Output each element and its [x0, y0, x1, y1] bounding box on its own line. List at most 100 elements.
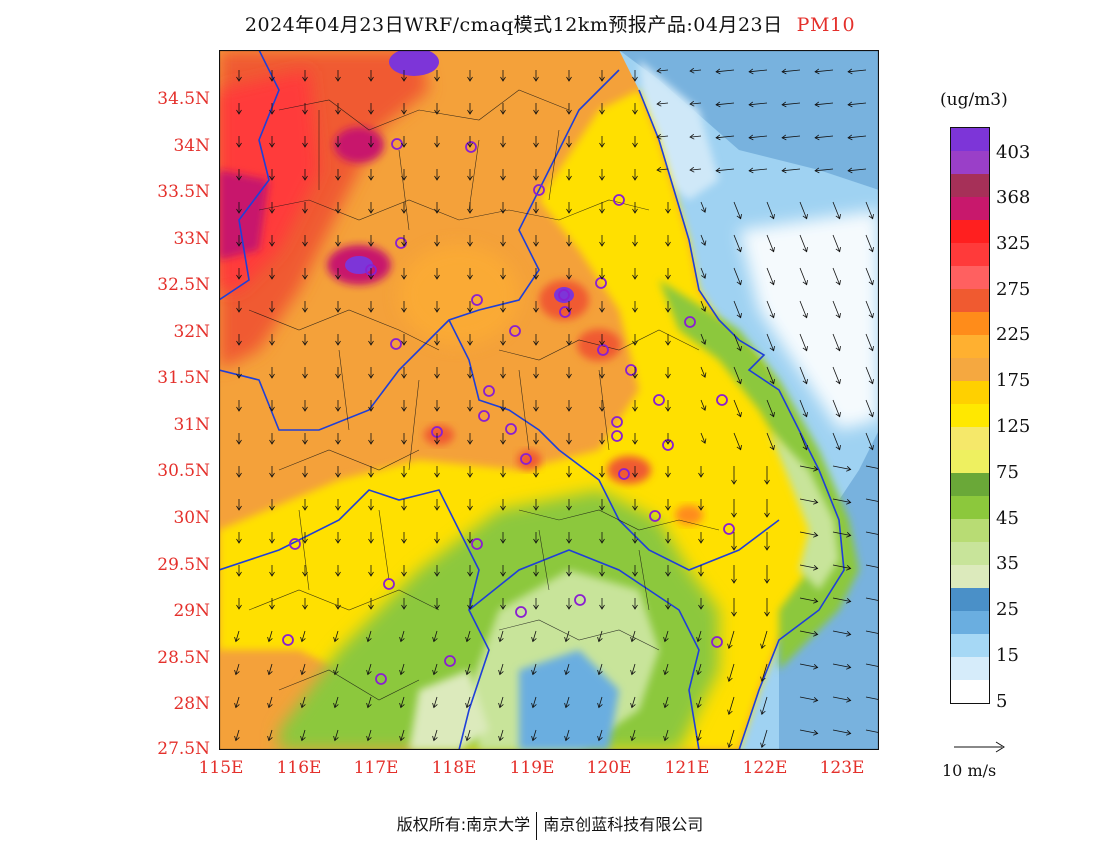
wind-arrow	[234, 696, 240, 709]
wind-arrow	[748, 134, 768, 141]
wind-arrow	[302, 169, 308, 181]
city-marker	[723, 523, 735, 535]
wind-arrow	[467, 169, 473, 181]
wind-arrow	[731, 565, 737, 584]
wind-arrow	[731, 499, 737, 518]
wind-arrow	[269, 499, 275, 511]
wind-arrow	[799, 366, 808, 385]
wind-arrow	[566, 70, 572, 82]
color-bar-segment	[951, 657, 989, 680]
wind-arrow	[335, 334, 341, 346]
legend-label: 75	[996, 462, 1019, 483]
city-marker	[289, 538, 301, 550]
wind-arrow	[727, 630, 735, 649]
wind-arrow	[865, 729, 879, 734]
wind-arrow	[500, 532, 506, 544]
wind-arrow	[236, 235, 242, 247]
color-bar	[950, 127, 990, 704]
wind-arrow	[632, 499, 638, 511]
wind-arrow	[599, 268, 605, 280]
wind-arrow	[766, 267, 775, 286]
wind-arrow	[566, 400, 572, 412]
wind-arrow	[781, 167, 801, 174]
wind-arrow	[434, 334, 440, 346]
wind-arrow	[832, 366, 841, 385]
wind-arrow	[632, 268, 638, 280]
wind-arrow	[465, 630, 471, 643]
wind-arrow	[401, 136, 407, 148]
wind-arrow	[236, 70, 242, 82]
wind-arrow	[727, 663, 735, 682]
wind-arrow	[302, 268, 308, 280]
wind-arrow	[832, 564, 852, 571]
wind-arrow	[832, 333, 841, 352]
wind-arrow	[401, 433, 407, 445]
wind-arrow	[368, 301, 374, 313]
color-bar-segment	[951, 634, 989, 657]
wind-arrow	[236, 433, 242, 445]
wind-arrow	[236, 169, 242, 181]
wind-arrow	[865, 201, 874, 220]
wind-arrow	[700, 333, 707, 345]
wind-arrow	[665, 565, 671, 577]
wind-arrow	[632, 598, 638, 610]
wind-arrow	[599, 202, 605, 214]
wind-arrow	[399, 663, 405, 676]
wind-arrow	[302, 499, 308, 511]
wind-arrow	[597, 663, 603, 676]
wind-arrow	[665, 268, 671, 280]
wind-arrow	[236, 499, 242, 511]
wind-arrow	[696, 663, 702, 676]
color-bar-segment	[951, 473, 989, 496]
footer-separator	[536, 811, 538, 840]
wind-arrow	[832, 432, 841, 451]
wind-arrow	[500, 433, 506, 445]
wind-arrow	[467, 70, 473, 82]
wind-arrow	[236, 334, 242, 346]
wind-arrow	[434, 202, 440, 214]
wind-arrow	[566, 565, 572, 577]
wind-arrow	[700, 267, 707, 279]
wind-arrow	[715, 167, 735, 174]
wind-arrow	[533, 334, 539, 346]
wind-arrow	[832, 267, 841, 286]
province-borders	[219, 50, 845, 750]
lon-label: 119E	[509, 758, 555, 778]
city-marker	[383, 578, 395, 590]
wind-arrow	[799, 333, 808, 352]
wind-arrow	[500, 565, 506, 577]
pm10-map[interactable]	[219, 50, 879, 750]
wind-arrow	[500, 70, 506, 82]
wind-arrow	[599, 103, 605, 115]
wind-arrow	[500, 367, 506, 379]
wind-arrow	[865, 531, 879, 536]
wind-arrow	[467, 499, 473, 511]
lat-label: 28.5N	[157, 648, 210, 668]
wind-arrow	[632, 202, 638, 214]
wind-arrow	[269, 532, 275, 544]
wind-reference-arrow	[954, 741, 1005, 753]
wind-arrow	[698, 598, 704, 610]
wind-arrow	[434, 367, 440, 379]
wind-arrow	[366, 663, 372, 676]
wind-arrow	[597, 630, 603, 643]
wind-arrow	[269, 169, 275, 181]
wind-arrow	[236, 136, 242, 148]
wind-arrow	[500, 103, 506, 115]
wind-arrow	[401, 565, 407, 577]
wind-arrow	[236, 466, 242, 478]
wind-arrow	[500, 169, 506, 181]
wind-arrow	[531, 663, 537, 676]
wind-arrow	[269, 400, 275, 412]
wind-arrow	[498, 663, 504, 676]
wind-arrow	[566, 169, 572, 181]
wind-arrow	[632, 103, 638, 115]
wind-arrow	[599, 532, 605, 544]
wind-arrow	[733, 432, 742, 451]
wind-arrow	[566, 499, 572, 511]
county-lines	[248, 89, 720, 701]
wind-arrow	[467, 103, 473, 115]
wind-arrow	[731, 466, 737, 485]
legend-label: 175	[996, 370, 1031, 391]
color-bar-segment	[951, 427, 989, 450]
